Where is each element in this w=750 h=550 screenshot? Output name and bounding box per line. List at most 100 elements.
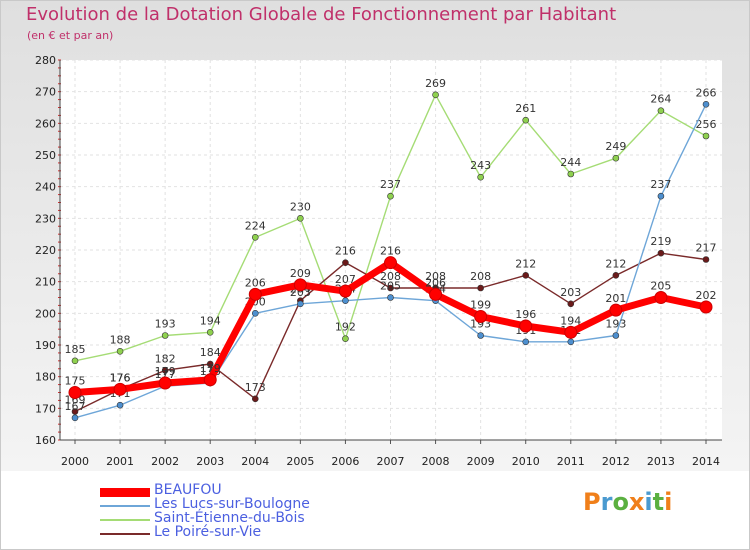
data-label: 184 (200, 346, 221, 359)
logo-letter: o (612, 488, 629, 516)
data-label: 175 (65, 375, 86, 388)
data-point (387, 294, 394, 301)
data-label: 173 (245, 381, 266, 394)
data-label: 182 (155, 352, 176, 365)
data-label: 209 (290, 267, 311, 280)
data-label: 208 (380, 270, 401, 283)
data-label: 244 (560, 156, 581, 169)
data-point (522, 272, 530, 279)
data-label: 206 (245, 276, 266, 289)
y-tick-label: 250 (35, 149, 56, 162)
data-point (522, 116, 530, 124)
x-tick-label: 2000 (61, 455, 89, 468)
data-label: 192 (335, 321, 356, 334)
chart-subtitle: (en € et par an) (27, 29, 114, 42)
data-point (657, 107, 665, 114)
data-point (519, 319, 533, 333)
y-tick-label: 170 (35, 402, 56, 415)
legend-swatch (100, 519, 150, 521)
data-label: 264 (650, 93, 671, 106)
data-label: 179 (200, 362, 221, 375)
data-point (612, 332, 620, 339)
data-label: 199 (470, 299, 491, 312)
x-tick-label: 2009 (467, 455, 495, 468)
logo-letter: i (664, 488, 673, 516)
data-point (387, 284, 394, 292)
data-label: 185 (65, 343, 86, 356)
data-point (432, 91, 439, 99)
data-label: 196 (515, 308, 536, 321)
data-label: 249 (605, 140, 626, 153)
data-point (161, 367, 169, 374)
logo-letter: i (644, 488, 653, 516)
legend-label: BEAUFOU (154, 482, 222, 498)
data-label: 212 (605, 257, 626, 270)
y-tick-label: 180 (35, 371, 56, 384)
data-point (657, 249, 665, 257)
data-point (702, 132, 710, 140)
data-label: 176 (110, 371, 131, 384)
x-tick-label: 2001 (106, 455, 134, 468)
data-label: 176 (110, 371, 131, 384)
data-point (609, 303, 623, 317)
data-label: 208 (470, 270, 491, 283)
logo-letter: x (628, 488, 645, 516)
x-tick-label: 2014 (692, 455, 720, 468)
data-point (251, 234, 259, 241)
data-label: 216 (380, 245, 401, 258)
data-point (474, 310, 488, 323)
data-label: 179 (155, 365, 176, 378)
data-label: 194 (200, 314, 221, 327)
data-point (342, 297, 349, 304)
data-point (657, 192, 665, 200)
data-label: 237 (380, 178, 401, 191)
data-label: 194 (560, 314, 581, 327)
data-point (206, 329, 214, 336)
x-tick-label: 2011 (557, 455, 585, 468)
data-point (612, 272, 620, 279)
data-label: 167 (65, 400, 86, 413)
x-tick-label: 2002 (151, 455, 179, 468)
data-label: 203 (560, 286, 581, 299)
data-point (342, 259, 349, 266)
y-tick-label: 210 (35, 276, 56, 289)
x-tick-label: 2005 (286, 455, 314, 468)
data-label: 193 (605, 318, 626, 331)
data-point (567, 170, 575, 178)
data-point (429, 287, 443, 301)
x-tick-label: 2013 (647, 455, 675, 468)
y-tick-label: 220 (35, 244, 56, 257)
data-label: 201 (605, 292, 626, 305)
data-point (522, 338, 530, 346)
y-tick-label: 280 (35, 54, 56, 67)
data-point (338, 284, 352, 298)
data-label: 219 (650, 235, 671, 248)
x-tick-label: 2007 (377, 455, 405, 468)
y-tick-label: 160 (35, 434, 56, 447)
legend-swatch (100, 533, 150, 535)
data-label: 269 (425, 77, 446, 90)
data-point (248, 287, 262, 301)
data-point (477, 332, 484, 339)
legend-label: Le Poiré-sur-Vie (154, 524, 262, 540)
data-point (206, 360, 214, 368)
data-point (251, 310, 259, 317)
logo-letter: r (600, 488, 613, 516)
data-label: 217 (696, 242, 717, 255)
data-label: 237 (650, 178, 671, 191)
data-point (116, 401, 124, 409)
data-label: 212 (515, 257, 536, 270)
data-label: 169 (65, 394, 86, 407)
data-point (654, 291, 668, 304)
data-point (567, 338, 575, 346)
data-point (161, 332, 169, 339)
data-label: 193 (155, 318, 176, 331)
data-label: 256 (696, 118, 717, 131)
x-tick-label: 2012 (602, 455, 630, 468)
data-label: 243 (470, 159, 491, 172)
data-label: 266 (696, 86, 717, 99)
data-point (158, 376, 172, 390)
data-label: 206 (425, 276, 446, 289)
data-point (71, 414, 79, 422)
